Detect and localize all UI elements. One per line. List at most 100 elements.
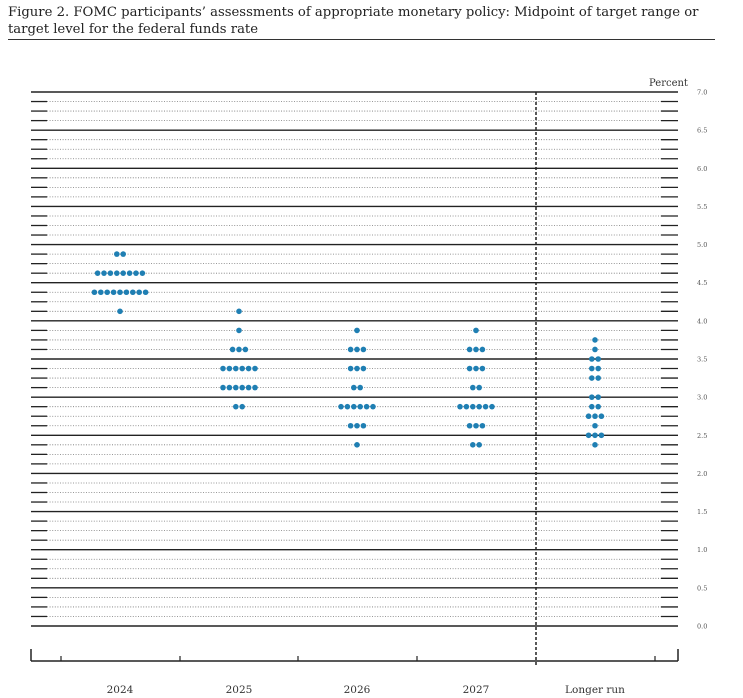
y-tick-label: 2.5 — [697, 432, 707, 440]
dot-point — [473, 422, 479, 429]
dot-point — [133, 270, 139, 276]
dot-point — [473, 327, 479, 334]
dot-point — [463, 403, 470, 410]
dot-point — [104, 289, 110, 296]
dot-point — [592, 337, 598, 343]
y-tick-label: 0.5 — [697, 584, 707, 592]
dot-point — [236, 308, 242, 315]
dot-point — [466, 422, 473, 429]
y-tick-label: 5.0 — [697, 241, 707, 249]
figure-title: Figure 2. FOMC participants’ assessments… — [8, 5, 699, 37]
dot-point — [120, 270, 126, 276]
dot-point — [236, 346, 242, 353]
dot-point — [338, 403, 344, 410]
dot-point — [457, 403, 463, 410]
dot-point — [252, 365, 258, 372]
dot-point — [354, 327, 360, 334]
dot-point — [589, 356, 595, 362]
dot-point — [598, 413, 605, 420]
dot-point — [476, 384, 483, 391]
dot-point — [592, 346, 598, 353]
dot-point — [585, 432, 592, 439]
dot-point — [595, 394, 601, 400]
dot-point — [360, 365, 367, 372]
dot-point — [347, 365, 354, 372]
dot-point — [226, 365, 233, 372]
dot-point — [94, 270, 101, 276]
dot-point — [476, 403, 483, 410]
dot-point — [354, 365, 360, 372]
dot-point — [466, 346, 473, 353]
dot-point — [357, 403, 364, 410]
dot-point — [595, 365, 601, 372]
dot-point — [354, 442, 360, 448]
dot-point — [589, 365, 595, 372]
y-tick-label: 7.0 — [697, 89, 707, 97]
dot-point — [595, 375, 601, 381]
dot-point — [220, 365, 226, 372]
grid-layer — [31, 91, 678, 627]
dot-point — [117, 308, 123, 315]
dot-point — [470, 384, 476, 391]
dot-point — [489, 403, 495, 410]
dot-point — [351, 403, 357, 410]
dot-point — [370, 403, 376, 410]
dot-point — [126, 270, 133, 276]
dot-point — [245, 384, 252, 391]
dot-point — [107, 270, 114, 276]
category-label: 2027 — [463, 684, 490, 696]
dot-layer — [91, 251, 605, 448]
dot-point — [130, 289, 136, 296]
y-tick-label: 5.5 — [697, 203, 707, 211]
dot-point — [347, 346, 354, 353]
dot-point — [98, 289, 104, 296]
label-layer: 0.0 0.5 1.0 1.5 2.0 2.5 3.0 3.5 4.0 4.5 5.0 5.5 6.0 6… — [107, 78, 708, 696]
dot-point — [592, 422, 598, 429]
dot-point — [117, 289, 123, 296]
dot-point — [354, 346, 360, 353]
y-tick-label: 3.0 — [697, 394, 707, 402]
dot-point — [476, 442, 483, 448]
dot-point — [236, 327, 242, 334]
dot-point — [123, 289, 130, 296]
dot-point — [470, 403, 476, 410]
dot-point — [239, 384, 245, 391]
dot-point — [592, 432, 598, 439]
dot-point — [91, 289, 98, 296]
y-tick-label: 4.5 — [697, 279, 707, 287]
dot-point — [598, 432, 605, 439]
y-tick-label: 3.5 — [697, 356, 707, 364]
dot-point — [357, 384, 364, 391]
dot-point — [363, 403, 370, 410]
y-tick-label: 6.0 — [697, 165, 707, 173]
dot-point — [589, 394, 595, 400]
dot-point — [479, 346, 486, 353]
y-tick-label: 6.5 — [697, 127, 707, 135]
dot-point — [101, 270, 107, 276]
dot-point — [479, 422, 486, 429]
y-tick-label: 1.5 — [697, 508, 707, 516]
dot-point — [110, 289, 117, 296]
dot-point — [233, 365, 239, 372]
dot-point — [482, 403, 489, 410]
category-label: 2024 — [107, 684, 134, 696]
dot-point — [595, 356, 601, 362]
dot-point — [470, 442, 476, 448]
category-label: Longer run — [565, 684, 625, 696]
dot-point — [589, 403, 595, 410]
dot-point — [252, 384, 258, 391]
dot-point — [114, 270, 120, 276]
dot-point — [592, 413, 598, 420]
dot-point — [347, 422, 354, 429]
dot-point — [344, 403, 351, 410]
dot-point — [479, 365, 486, 372]
dot-point — [120, 251, 126, 257]
dot-point — [473, 346, 479, 353]
y-tick-label: 4.0 — [697, 317, 707, 325]
dot-point — [220, 384, 226, 391]
title-rule — [8, 39, 715, 40]
dot-point — [466, 365, 473, 372]
dot-point — [595, 403, 601, 410]
y-axis-label: Percent — [649, 78, 688, 89]
